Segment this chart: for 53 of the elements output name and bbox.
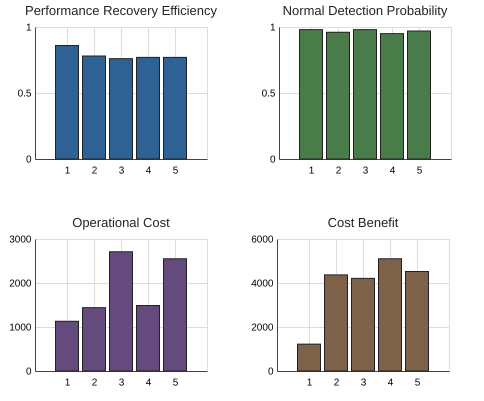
x-tick-label: 2 (334, 378, 340, 388)
x-tick-label: 3 (360, 378, 367, 388)
x-tick-label: 5 (414, 378, 421, 388)
bar (55, 320, 79, 372)
bar (136, 304, 160, 372)
y-tick-label: 0 (26, 154, 32, 166)
chart-title: Performance Recovery Efficiency (25, 3, 218, 18)
x-tick-label: 4 (390, 166, 396, 176)
y-tick-label: 0.5 (262, 88, 276, 100)
chart-title: Normal Detection Probability (282, 3, 448, 18)
x-tick-label: 1 (306, 378, 313, 388)
y-tick-label: 1 (26, 22, 32, 34)
x-tick-label: 3 (118, 378, 125, 388)
chart-title: Cost Benefit (328, 215, 399, 230)
y-tick-label: 2000 (9, 278, 32, 290)
bar (109, 58, 133, 160)
bar (297, 344, 321, 372)
x-tick-label: 2 (336, 166, 342, 176)
bar (82, 56, 106, 160)
x-tick-label: 4 (388, 378, 394, 388)
bar (378, 258, 402, 372)
bar (109, 251, 133, 372)
x-tick-label: 1 (308, 166, 315, 176)
y-tick-label: 0 (270, 154, 276, 166)
x-tick-label: 3 (118, 166, 125, 176)
y-tick-label: 0 (26, 366, 32, 378)
y-tick-label: 6000 (251, 234, 274, 246)
x-tick-label: 5 (416, 166, 423, 176)
bar (55, 44, 79, 160)
bar (405, 271, 429, 372)
bar (82, 307, 106, 372)
x-tick-label: 5 (172, 378, 179, 388)
y-tick-label: 0 (268, 366, 274, 378)
chart-title: Operational Cost (72, 215, 170, 230)
bar (163, 258, 187, 372)
x-tick-label: 1 (64, 378, 71, 388)
y-tick-label: 1 (270, 22, 276, 34)
bar (351, 278, 375, 372)
x-tick-label: 2 (92, 166, 98, 176)
x-tick-label: 5 (172, 166, 179, 176)
x-tick-label: 4 (146, 378, 152, 388)
y-tick-label: 2000 (251, 322, 274, 334)
bar (136, 56, 160, 160)
y-tick-label: 4000 (251, 278, 274, 290)
x-tick-label: 3 (362, 166, 369, 176)
y-tick-label: 1000 (9, 322, 32, 334)
x-tick-label: 4 (146, 166, 152, 176)
x-tick-label: 2 (92, 378, 98, 388)
y-tick-label: 0.5 (18, 88, 32, 100)
bar (324, 274, 348, 372)
x-tick-label: 1 (64, 166, 71, 176)
bar (163, 56, 187, 160)
y-tick-label: 3000 (9, 234, 32, 246)
